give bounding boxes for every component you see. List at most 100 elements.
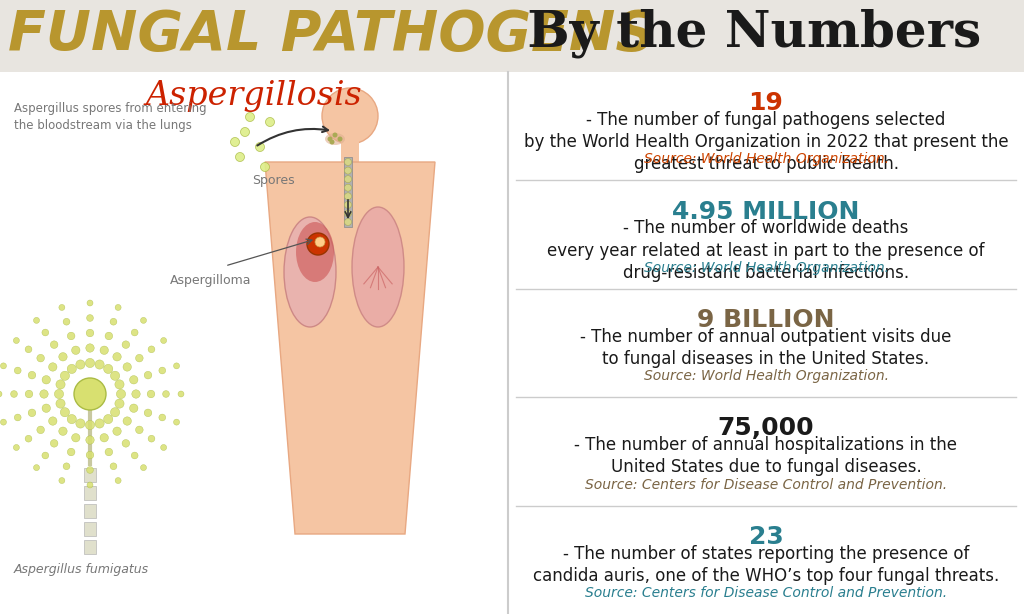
Ellipse shape	[284, 217, 336, 327]
Bar	[344, 157, 352, 227]
Circle shape	[236, 152, 245, 161]
Circle shape	[63, 318, 70, 325]
Circle shape	[34, 465, 40, 470]
Text: - The number of worldwide deaths
every year related at least in part to the pres: - The number of worldwide deaths every y…	[547, 219, 985, 282]
Circle shape	[140, 317, 146, 324]
Bar	[0, 0, 1024, 72]
Circle shape	[105, 332, 113, 340]
Circle shape	[256, 142, 264, 152]
Circle shape	[13, 338, 19, 343]
Circle shape	[100, 346, 109, 354]
Circle shape	[344, 193, 351, 200]
Circle shape	[113, 352, 121, 361]
Text: By the Numbers: By the Numbers	[510, 8, 981, 58]
Circle shape	[86, 329, 94, 337]
Circle shape	[48, 363, 57, 371]
Circle shape	[131, 452, 138, 459]
Circle shape	[173, 419, 179, 425]
Circle shape	[111, 408, 120, 417]
Circle shape	[42, 404, 50, 413]
Circle shape	[100, 433, 109, 442]
Circle shape	[344, 184, 351, 191]
Circle shape	[42, 452, 49, 459]
Bar	[84, 540, 96, 554]
Circle shape	[173, 363, 179, 369]
Circle shape	[29, 371, 36, 379]
Bar	[84, 522, 96, 536]
Circle shape	[14, 414, 22, 421]
Circle shape	[85, 359, 94, 368]
Circle shape	[40, 390, 48, 398]
Circle shape	[72, 433, 80, 442]
Circle shape	[68, 364, 77, 373]
Circle shape	[13, 445, 19, 451]
Text: 4.95 MILLION: 4.95 MILLION	[673, 200, 860, 223]
Text: Spores: Spores	[252, 174, 295, 187]
Text: - The number of fungal pathogens selected
by the World Health Organization in 20: - The number of fungal pathogens selecte…	[523, 111, 1009, 173]
Circle shape	[68, 332, 75, 340]
Circle shape	[113, 427, 121, 435]
Bar	[508, 72, 1024, 614]
Circle shape	[0, 363, 6, 369]
Circle shape	[123, 363, 131, 371]
Circle shape	[144, 409, 152, 417]
Text: Aspergilloma: Aspergilloma	[170, 274, 252, 287]
Bar	[0, 72, 508, 614]
Circle shape	[26, 391, 33, 398]
Circle shape	[344, 201, 351, 208]
Text: 75,000: 75,000	[718, 416, 814, 440]
Circle shape	[241, 128, 250, 136]
Ellipse shape	[296, 222, 334, 282]
Text: Source: Centers for Disease Control and Prevention.: Source: Centers for Disease Control and …	[585, 586, 947, 600]
Circle shape	[86, 436, 94, 444]
Circle shape	[95, 360, 104, 369]
Circle shape	[117, 389, 126, 398]
Circle shape	[72, 346, 80, 354]
Circle shape	[56, 380, 66, 389]
Circle shape	[0, 391, 2, 397]
Circle shape	[58, 352, 68, 361]
Text: Aspergillosis: Aspergillosis	[145, 80, 362, 112]
Text: - The number of annual outpatient visits due
to fungal diseases in the United St: - The number of annual outpatient visits…	[581, 328, 951, 368]
Circle shape	[10, 391, 17, 397]
Circle shape	[178, 391, 184, 397]
Circle shape	[131, 329, 138, 336]
Circle shape	[60, 371, 70, 381]
Circle shape	[260, 163, 269, 171]
Circle shape	[123, 417, 131, 426]
Text: Aspergillus fumigatus: Aspergillus fumigatus	[14, 563, 150, 576]
Circle shape	[159, 414, 166, 421]
Circle shape	[37, 426, 44, 433]
Circle shape	[161, 445, 167, 451]
Circle shape	[344, 167, 351, 174]
Circle shape	[111, 463, 117, 470]
Circle shape	[338, 136, 342, 141]
Circle shape	[103, 364, 113, 373]
Bar	[341, 140, 359, 164]
Text: Source: World Health Organization.: Source: World Health Organization.	[643, 369, 889, 383]
Circle shape	[76, 360, 85, 369]
Circle shape	[130, 376, 138, 384]
Circle shape	[330, 139, 335, 144]
Circle shape	[328, 136, 333, 141]
Circle shape	[58, 427, 68, 435]
Circle shape	[315, 237, 325, 247]
Circle shape	[265, 117, 274, 126]
Circle shape	[86, 344, 94, 352]
Circle shape	[29, 409, 36, 417]
Bar	[84, 504, 96, 518]
Circle shape	[135, 354, 143, 362]
Circle shape	[58, 305, 65, 311]
Text: Source: World Health Organization.: Source: World Health Organization.	[643, 152, 889, 166]
Text: Source: World Health Organization.: Source: World Health Organization.	[643, 261, 889, 275]
Circle shape	[333, 133, 338, 138]
Circle shape	[63, 463, 70, 470]
Circle shape	[58, 478, 65, 484]
Circle shape	[115, 478, 121, 484]
Ellipse shape	[325, 133, 345, 145]
Circle shape	[344, 219, 351, 225]
Text: 19: 19	[749, 91, 783, 115]
Circle shape	[85, 421, 94, 430]
Circle shape	[246, 112, 255, 122]
Circle shape	[48, 417, 57, 426]
